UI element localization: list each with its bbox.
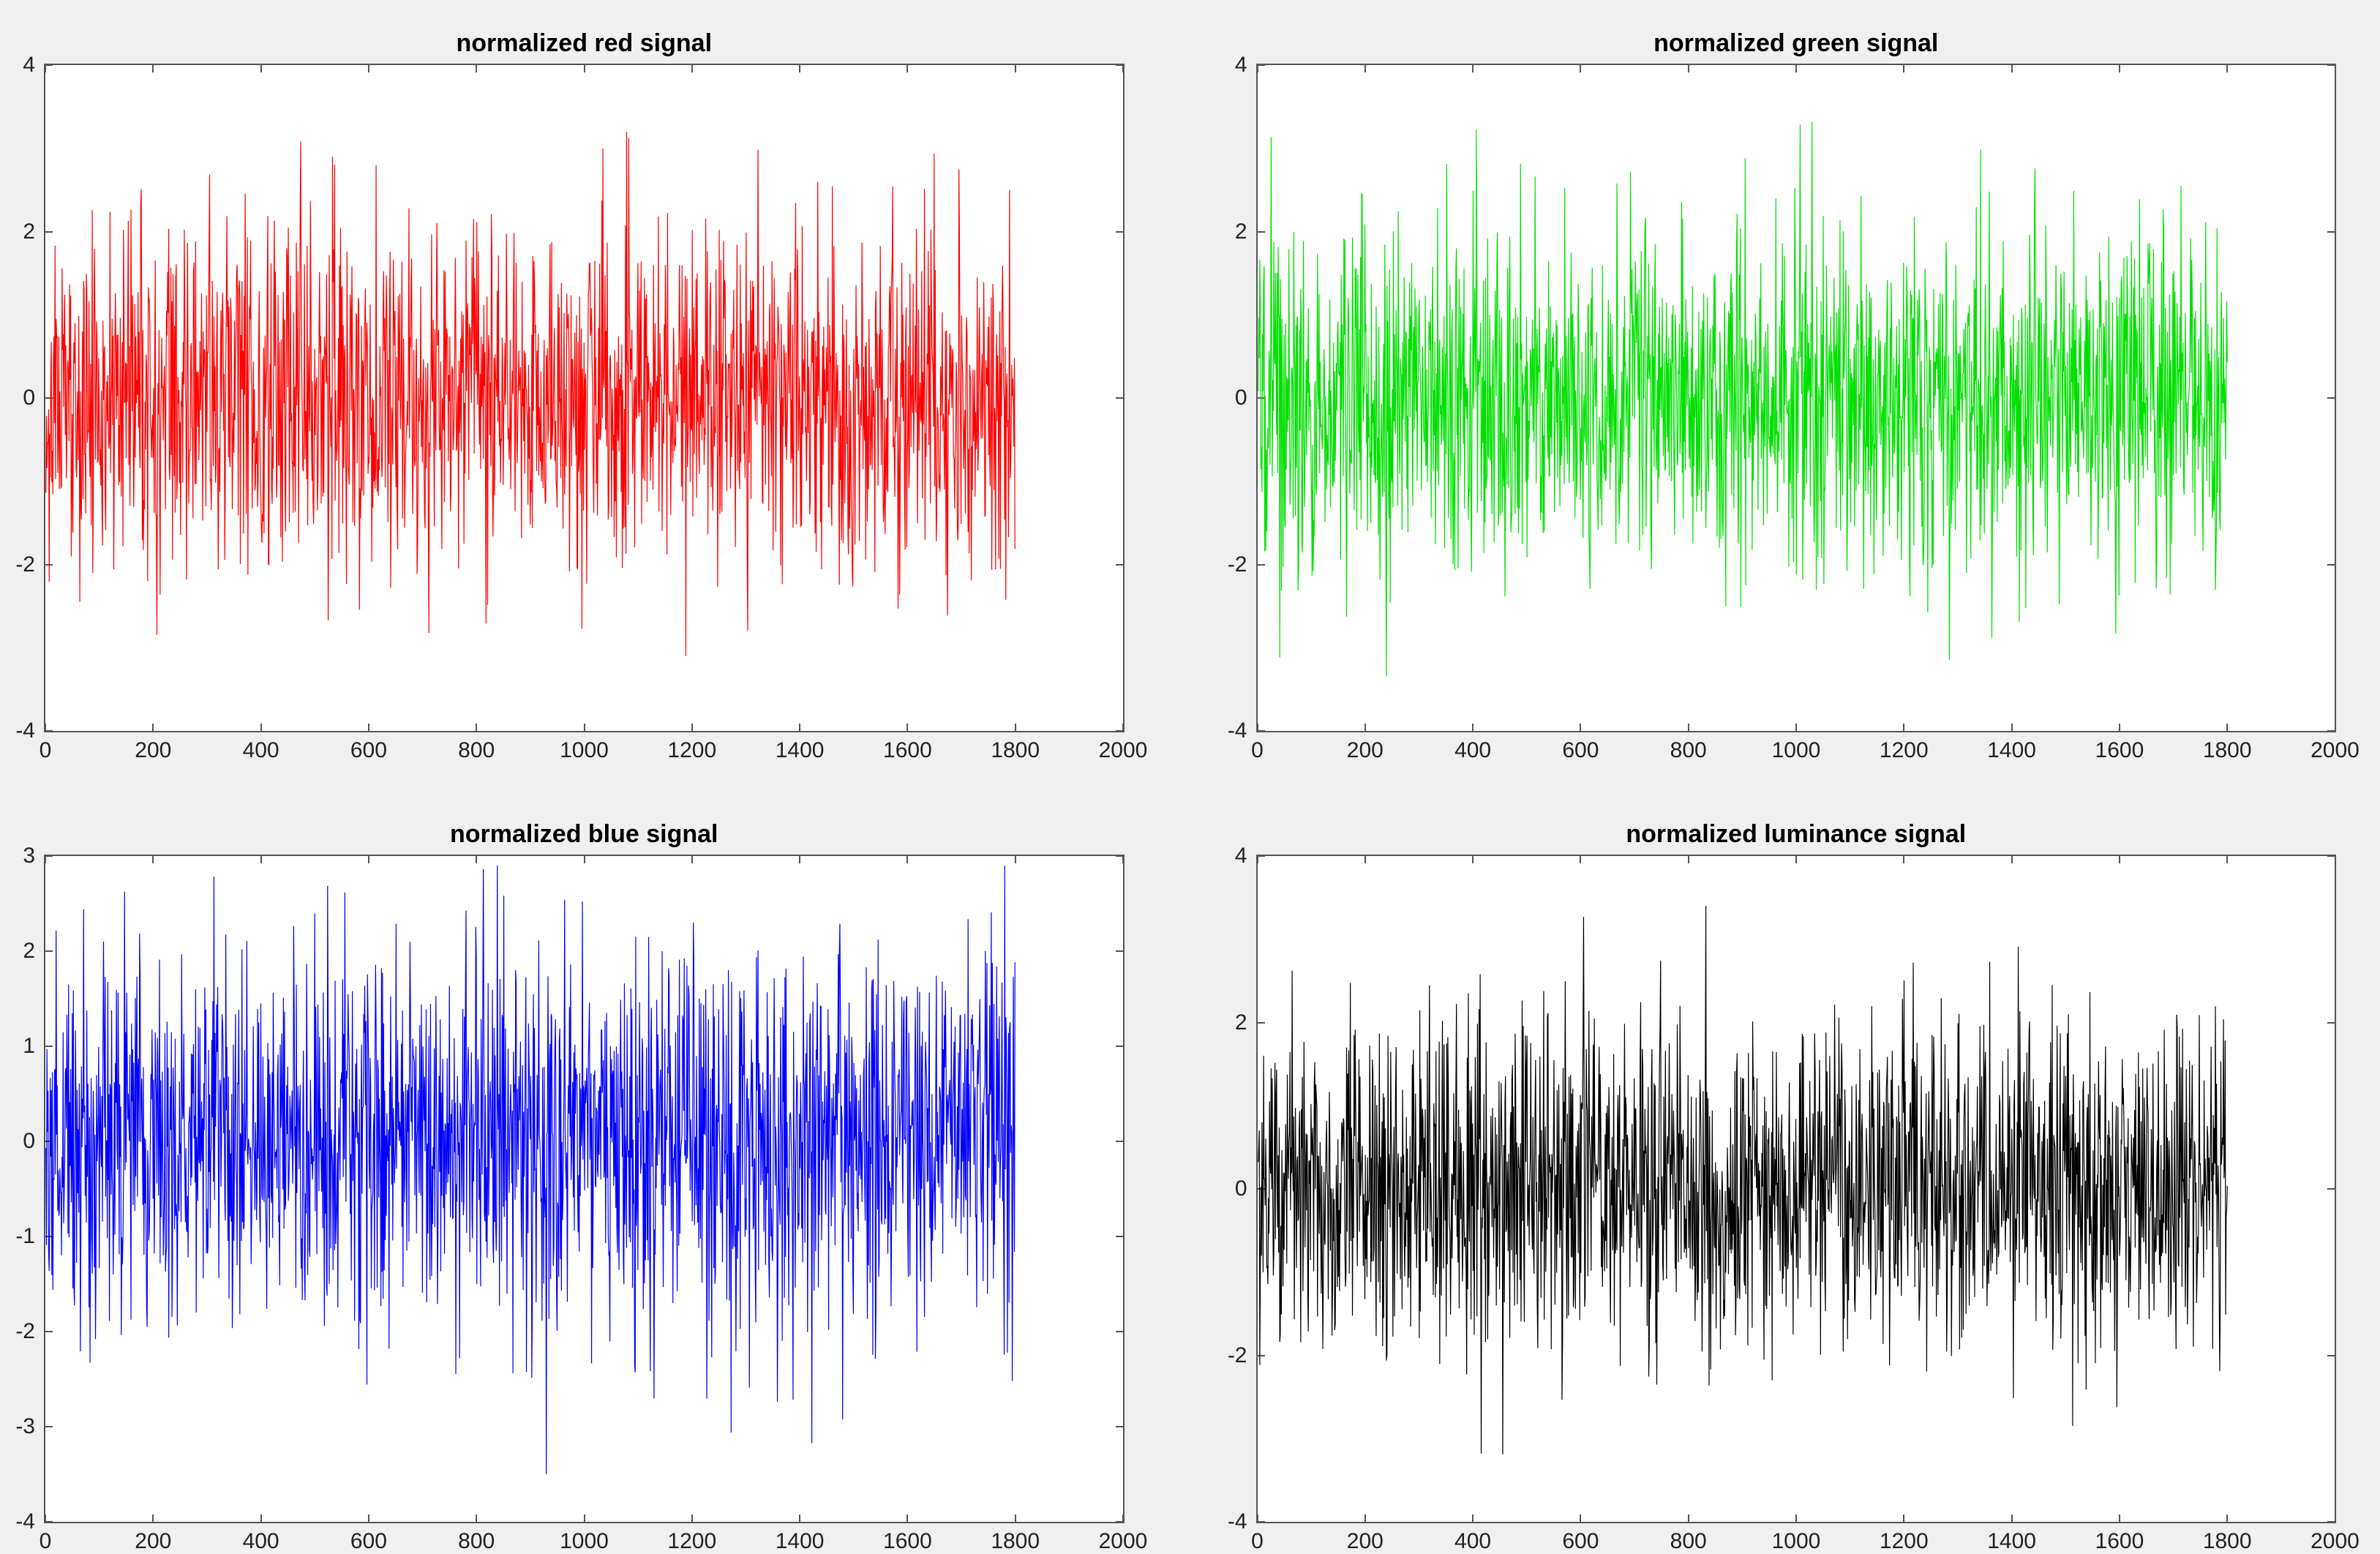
xtick-label: 600 [350,731,387,763]
xtick-label: 1400 [1987,1522,2036,1554]
xtick-label: 200 [135,1522,171,1554]
xtick-label: 1600 [2095,1522,2144,1554]
xtick-label: 1200 [667,1522,716,1554]
xtick-label: 0 [1251,1522,1264,1554]
xtick-label: 1000 [1772,1522,1821,1554]
subplot-title-red: normalized red signal [456,29,712,58]
signal-plot-red [45,65,1123,731]
xtick-label: 1800 [991,731,1040,763]
ytick-label: 4 [1235,844,1258,868]
xtick-label: 400 [1454,731,1491,763]
xtick-label: 1000 [1772,731,1821,763]
ytick-label: 0 [23,386,45,410]
subplot-blue: normalized blue signal -4-3-2-1012302004… [44,820,1125,1523]
xtick-label: 600 [350,1522,387,1554]
signal-line-red [46,132,1016,656]
signal-plot-green [1258,65,2335,731]
subplot-title-blue: normalized blue signal [450,820,718,849]
xtick-label: 1400 [1987,731,2036,763]
subplot-green: normalized green signal -4-2024020040060… [1256,29,2337,732]
ytick-label: 4 [1235,53,1258,78]
subplot-red: normalized red signal -4-202402004006008… [44,29,1125,732]
ytick-label: -2 [15,1319,45,1344]
xtick-label: 0 [1251,731,1264,763]
xtick-label: 2000 [2310,1522,2360,1554]
xtick-label: 1200 [1880,731,1929,763]
signal-plot-blue [45,856,1123,1522]
axes-red: -4-2024020040060080010001200140016001800… [44,64,1125,732]
xtick-label: 1800 [2203,1522,2252,1554]
figure-container: normalized red signal -4-202402004006008… [0,0,2380,1553]
xtick-label: 1200 [1880,1522,1929,1554]
ytick-label: 0 [1235,386,1258,410]
xtick-label: 400 [1454,1522,1491,1554]
xtick-label: 600 [1562,731,1599,763]
xtick-label: 800 [1670,1522,1707,1554]
ytick-label: 3 [23,844,45,868]
axes-green: -4-2024020040060080010001200140016001800… [1256,64,2337,732]
xtick-label: 1600 [883,1522,932,1554]
xtick-label: 1600 [2095,731,2144,763]
subplot-title-green: normalized green signal [1653,29,1938,58]
xtick-label: 1000 [560,1522,609,1554]
xtick-label: 200 [1347,1522,1384,1554]
ytick-label: 2 [23,219,45,244]
xtick-label: 800 [1670,731,1707,763]
xtick-label: 1800 [991,1522,1040,1554]
xtick-label: 2000 [1099,1522,1148,1554]
ytick-label: 0 [1235,1176,1258,1201]
signal-line-blue [46,866,1016,1474]
xtick-label: 200 [135,731,171,763]
xtick-label: 0 [40,731,52,763]
ytick-label: -1 [15,1224,45,1249]
signal-line-luminance [1258,906,2227,1454]
xtick-label: 2000 [2310,731,2360,763]
xtick-label: 1800 [2203,731,2252,763]
xtick-label: 1200 [667,731,716,763]
xtick-label: 1400 [776,731,825,763]
xtick-label: 0 [40,1522,52,1554]
ytick-label: 2 [1235,1010,1258,1035]
signal-line-green [1258,121,2227,676]
xtick-label: 2000 [1099,731,1148,763]
ytick-label: -2 [15,552,45,577]
ytick-label: 1 [23,1034,45,1059]
xtick-label: 400 [243,1522,279,1554]
xtick-label: 600 [1562,1522,1599,1554]
ytick-label: 0 [23,1129,45,1154]
xtick-label: 1400 [776,1522,825,1554]
axes-blue: -4-3-2-101230200400600800100012001400160… [44,855,1125,1523]
ytick-label: 4 [23,53,45,78]
ytick-label: -2 [1228,1343,1258,1368]
xtick-label: 1600 [883,731,932,763]
xtick-label: 1000 [560,731,609,763]
signal-plot-luminance [1258,856,2335,1522]
subplot-luminance: normalized luminance signal -4-202402004… [1256,820,2337,1523]
xtick-label: 800 [458,1522,495,1554]
xtick-label: 200 [1347,731,1384,763]
xtick-label: 400 [243,731,279,763]
subplot-title-luminance: normalized luminance signal [1626,820,1966,849]
axes-luminance: -4-2024020040060080010001200140016001800… [1256,855,2337,1523]
ytick-label: 2 [23,939,45,964]
ytick-label: -2 [1228,552,1258,577]
ytick-label: 2 [1235,219,1258,244]
xtick-label: 800 [458,731,495,763]
ytick-label: -3 [15,1414,45,1439]
